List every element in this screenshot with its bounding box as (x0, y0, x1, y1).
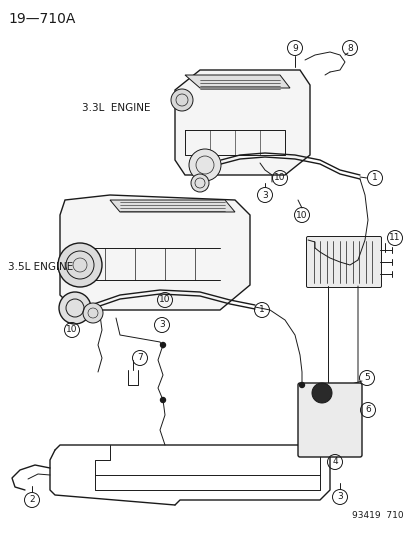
Text: 3: 3 (336, 492, 342, 502)
Text: 19—710A: 19—710A (8, 12, 75, 26)
Circle shape (190, 174, 209, 192)
Circle shape (299, 383, 304, 387)
Text: 9: 9 (292, 44, 297, 52)
Text: 11: 11 (388, 233, 400, 243)
FancyBboxPatch shape (297, 383, 361, 457)
Circle shape (160, 343, 165, 348)
Text: 2: 2 (29, 496, 35, 505)
Circle shape (189, 149, 221, 181)
Polygon shape (185, 75, 289, 88)
Text: 10: 10 (273, 174, 285, 182)
Circle shape (83, 303, 103, 323)
Circle shape (160, 398, 165, 402)
Text: 7: 7 (137, 353, 142, 362)
Polygon shape (175, 70, 309, 175)
Circle shape (311, 383, 331, 403)
Text: 10: 10 (296, 211, 307, 220)
Polygon shape (110, 200, 235, 212)
Text: 10: 10 (159, 295, 170, 304)
Text: 1: 1 (259, 305, 264, 314)
Text: 5: 5 (363, 374, 369, 383)
FancyBboxPatch shape (306, 237, 380, 287)
Circle shape (59, 292, 91, 324)
Text: 10: 10 (66, 326, 78, 335)
Text: 8: 8 (346, 44, 352, 52)
Text: 4: 4 (331, 457, 337, 466)
Text: 3.5L ENGINE: 3.5L ENGINE (8, 262, 73, 272)
Text: 3: 3 (261, 190, 267, 199)
Circle shape (171, 89, 192, 111)
Text: 3.3L  ENGINE: 3.3L ENGINE (82, 103, 150, 113)
Circle shape (58, 243, 102, 287)
Text: 93419  710: 93419 710 (351, 511, 403, 520)
Text: 6: 6 (364, 406, 370, 415)
Polygon shape (60, 195, 249, 310)
Text: 3: 3 (159, 320, 164, 329)
Text: 1: 1 (371, 174, 377, 182)
